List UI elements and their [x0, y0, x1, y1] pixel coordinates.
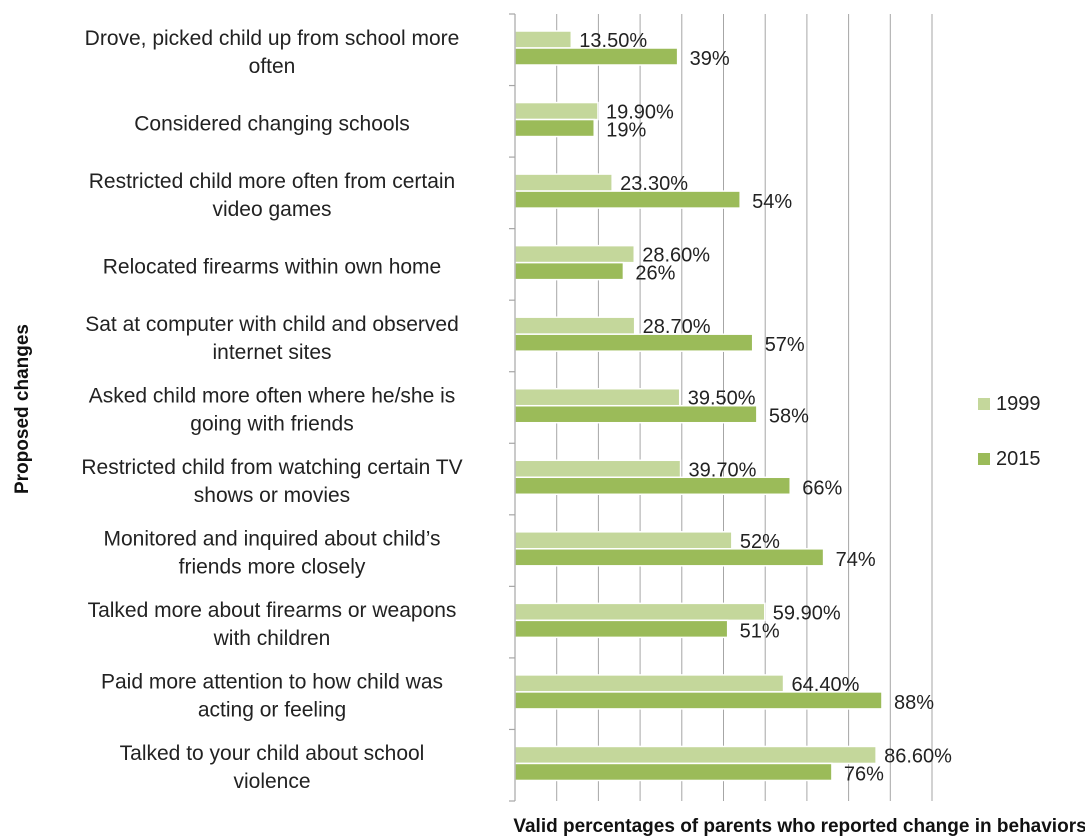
data-label-1999: 39.70% — [689, 459, 757, 481]
x-axis-title: Valid percentages of parents who reporte… — [513, 816, 1085, 837]
category-label-line: Restricted child more often from certain — [89, 170, 455, 193]
category-label-line: Sat at computer with child and observed — [85, 313, 459, 336]
category-label-line: Paid more attention to how child was — [101, 671, 443, 694]
legend-label-1999: 1999 — [996, 393, 1041, 415]
axes — [509, 14, 515, 801]
data-label-1999: 64.40% — [792, 674, 860, 696]
category-label-line: with children — [213, 627, 331, 650]
bar-2015 — [515, 120, 594, 137]
bar-2015 — [515, 263, 623, 280]
y-axis-title: Proposed changes — [12, 324, 33, 494]
data-label-2015: 88% — [894, 692, 934, 714]
category-label-line: video games — [212, 198, 331, 221]
legend-swatch-2015 — [978, 453, 990, 465]
data-label-1999: 39.50% — [688, 388, 756, 410]
category-label-line: Restricted child from watching certain T… — [81, 456, 462, 479]
data-label-2015: 51% — [740, 620, 780, 642]
bar-1999 — [515, 603, 765, 620]
legend-swatch-1999 — [978, 398, 990, 410]
category-label-line: internet sites — [212, 341, 331, 364]
category-label-line: going with friends — [190, 413, 353, 436]
data-label-1999: 86.60% — [884, 745, 952, 767]
data-label-1999: 59.90% — [773, 602, 841, 624]
category-label-line: Talked more about firearms or weapons — [88, 599, 457, 622]
data-label-2015: 19% — [606, 120, 646, 142]
category-label-line: Talked to your child about school — [120, 742, 425, 765]
category-label-line: shows or movies — [194, 484, 350, 507]
category-label: Talked more about firearms or weapons wit… — [88, 599, 457, 650]
data-label-1999: 28.70% — [643, 316, 711, 338]
bar-1999 — [515, 675, 784, 692]
category-label-line: violence — [233, 770, 310, 793]
category-label-line: acting or feeling — [198, 699, 346, 722]
data-label-2015: 74% — [836, 549, 876, 571]
category-label-line: friends more closely — [179, 556, 366, 579]
bar-2015 — [515, 620, 728, 637]
data-label-2015: 54% — [752, 191, 792, 213]
bar-1999 — [515, 460, 681, 477]
data-label-2015: 76% — [844, 763, 884, 785]
category-label-line: Drove, picked child up from school more — [85, 27, 460, 50]
data-label-2015: 66% — [802, 477, 842, 499]
category-label: Sat at computer with child and observed i… — [85, 313, 459, 364]
data-label-2015: 26% — [635, 263, 675, 285]
legend: 1999 2015 — [978, 393, 1041, 470]
bar-1999 — [515, 103, 598, 120]
legend-label-2015: 2015 — [996, 448, 1041, 470]
bar-1999 — [515, 31, 571, 48]
bar-1999 — [515, 389, 680, 406]
bar-1999 — [515, 246, 634, 263]
category-label: Drove, picked child up from school more o… — [85, 27, 460, 78]
category-label: Restricted child more often from certain… — [89, 170, 455, 221]
data-label-2015: 39% — [690, 48, 730, 70]
category-label: Paid more attention to how child was acti… — [101, 671, 443, 722]
category-label: Talked to your child about school violenc… — [120, 742, 425, 793]
category-label-line: Monitored and inquired about child’s — [103, 528, 440, 551]
bar-1999 — [515, 174, 612, 191]
category-label: Restricted child from watching certain T… — [81, 456, 462, 507]
category-label-line: often — [249, 55, 296, 78]
bar-1999 — [515, 317, 635, 334]
data-label-1999: 13.50% — [579, 30, 647, 52]
data-label-1999: 23.30% — [620, 173, 688, 195]
category-labels: Drove, picked child up from school more o… — [81, 27, 462, 793]
category-label-line: Considered changing schools — [134, 112, 410, 135]
category-label: Relocated firearms within own home — [103, 255, 441, 278]
data-label-2015: 58% — [769, 406, 809, 428]
category-label: Monitored and inquired about child’s frie… — [103, 528, 440, 579]
bar-1999 — [515, 532, 732, 549]
category-label-line: Relocated firearms within own home — [103, 255, 441, 278]
bar-2015 — [515, 763, 832, 780]
category-label-line: Asked child more often where he/she is — [89, 385, 456, 408]
data-label-2015: 57% — [765, 334, 805, 356]
category-label: Considered changing schools — [134, 112, 410, 135]
category-label: Asked child more often where he/she is go… — [89, 385, 456, 436]
data-label-1999: 52% — [740, 531, 780, 553]
bar-1999 — [515, 746, 876, 763]
bar-2015 — [515, 334, 753, 351]
